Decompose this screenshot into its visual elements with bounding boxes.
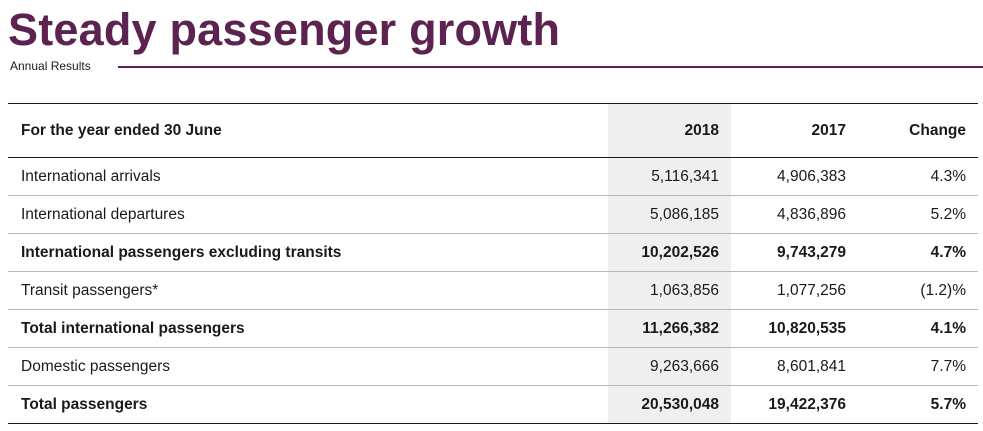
column-header-2017: 2017 [731,103,856,158]
value-2018: 10,202,526 [608,233,731,272]
value-change: 4.1% [856,309,978,348]
value-2017: 1,077,256 [731,271,856,310]
table-row: Domestic passengers 9,263,666 8,601,841 … [8,347,978,386]
value-change: 4.7% [856,233,978,272]
passenger-results-table: For the year ended 30 June 2018 2017 Cha… [8,103,978,424]
value-2017: 9,743,279 [731,233,856,272]
value-2017: 8,601,841 [731,347,856,386]
title-divider [118,66,983,68]
value-2017: 10,820,535 [731,309,856,348]
row-label: Domestic passengers [8,347,608,386]
table-row: International passengers excluding trans… [8,233,978,272]
table-row: International departures 5,086,185 4,836… [8,195,978,234]
value-2018: 5,086,185 [608,195,731,234]
column-header-2018: 2018 [608,103,731,158]
page-subtitle: Annual Results [10,59,91,73]
value-2018: 9,263,666 [608,347,731,386]
table-row: Total passengers 20,530,048 19,422,376 5… [8,385,978,424]
value-change: 7.7% [856,347,978,386]
table-row: International arrivals 5,116,341 4,906,3… [8,157,978,196]
value-change: 5.7% [856,385,978,424]
value-2018: 20,530,048 [608,385,731,424]
row-label: International arrivals [8,157,608,196]
table-header-row: For the year ended 30 June 2018 2017 Cha… [8,103,978,158]
value-2017: 4,906,383 [731,157,856,196]
value-2018: 5,116,341 [608,157,731,196]
value-change: 5.2% [856,195,978,234]
value-2018: 11,266,382 [608,309,731,348]
value-2017: 4,836,896 [731,195,856,234]
table-row: Total international passengers 11,266,38… [8,309,978,348]
row-label: International passengers excluding trans… [8,233,608,272]
value-2017: 19,422,376 [731,385,856,424]
column-header-change: Change [856,103,978,158]
row-label: Total international passengers [8,309,608,348]
page-title: Steady passenger growth [8,4,561,55]
value-2018: 1,063,856 [608,271,731,310]
value-change: (1.2)% [856,271,978,310]
table-row: Transit passengers* 1,063,856 1,077,256 … [8,271,978,310]
row-label: Total passengers [8,385,608,424]
row-label: International departures [8,195,608,234]
value-change: 4.3% [856,157,978,196]
column-header-period: For the year ended 30 June [8,103,608,158]
row-label: Transit passengers* [8,271,608,310]
